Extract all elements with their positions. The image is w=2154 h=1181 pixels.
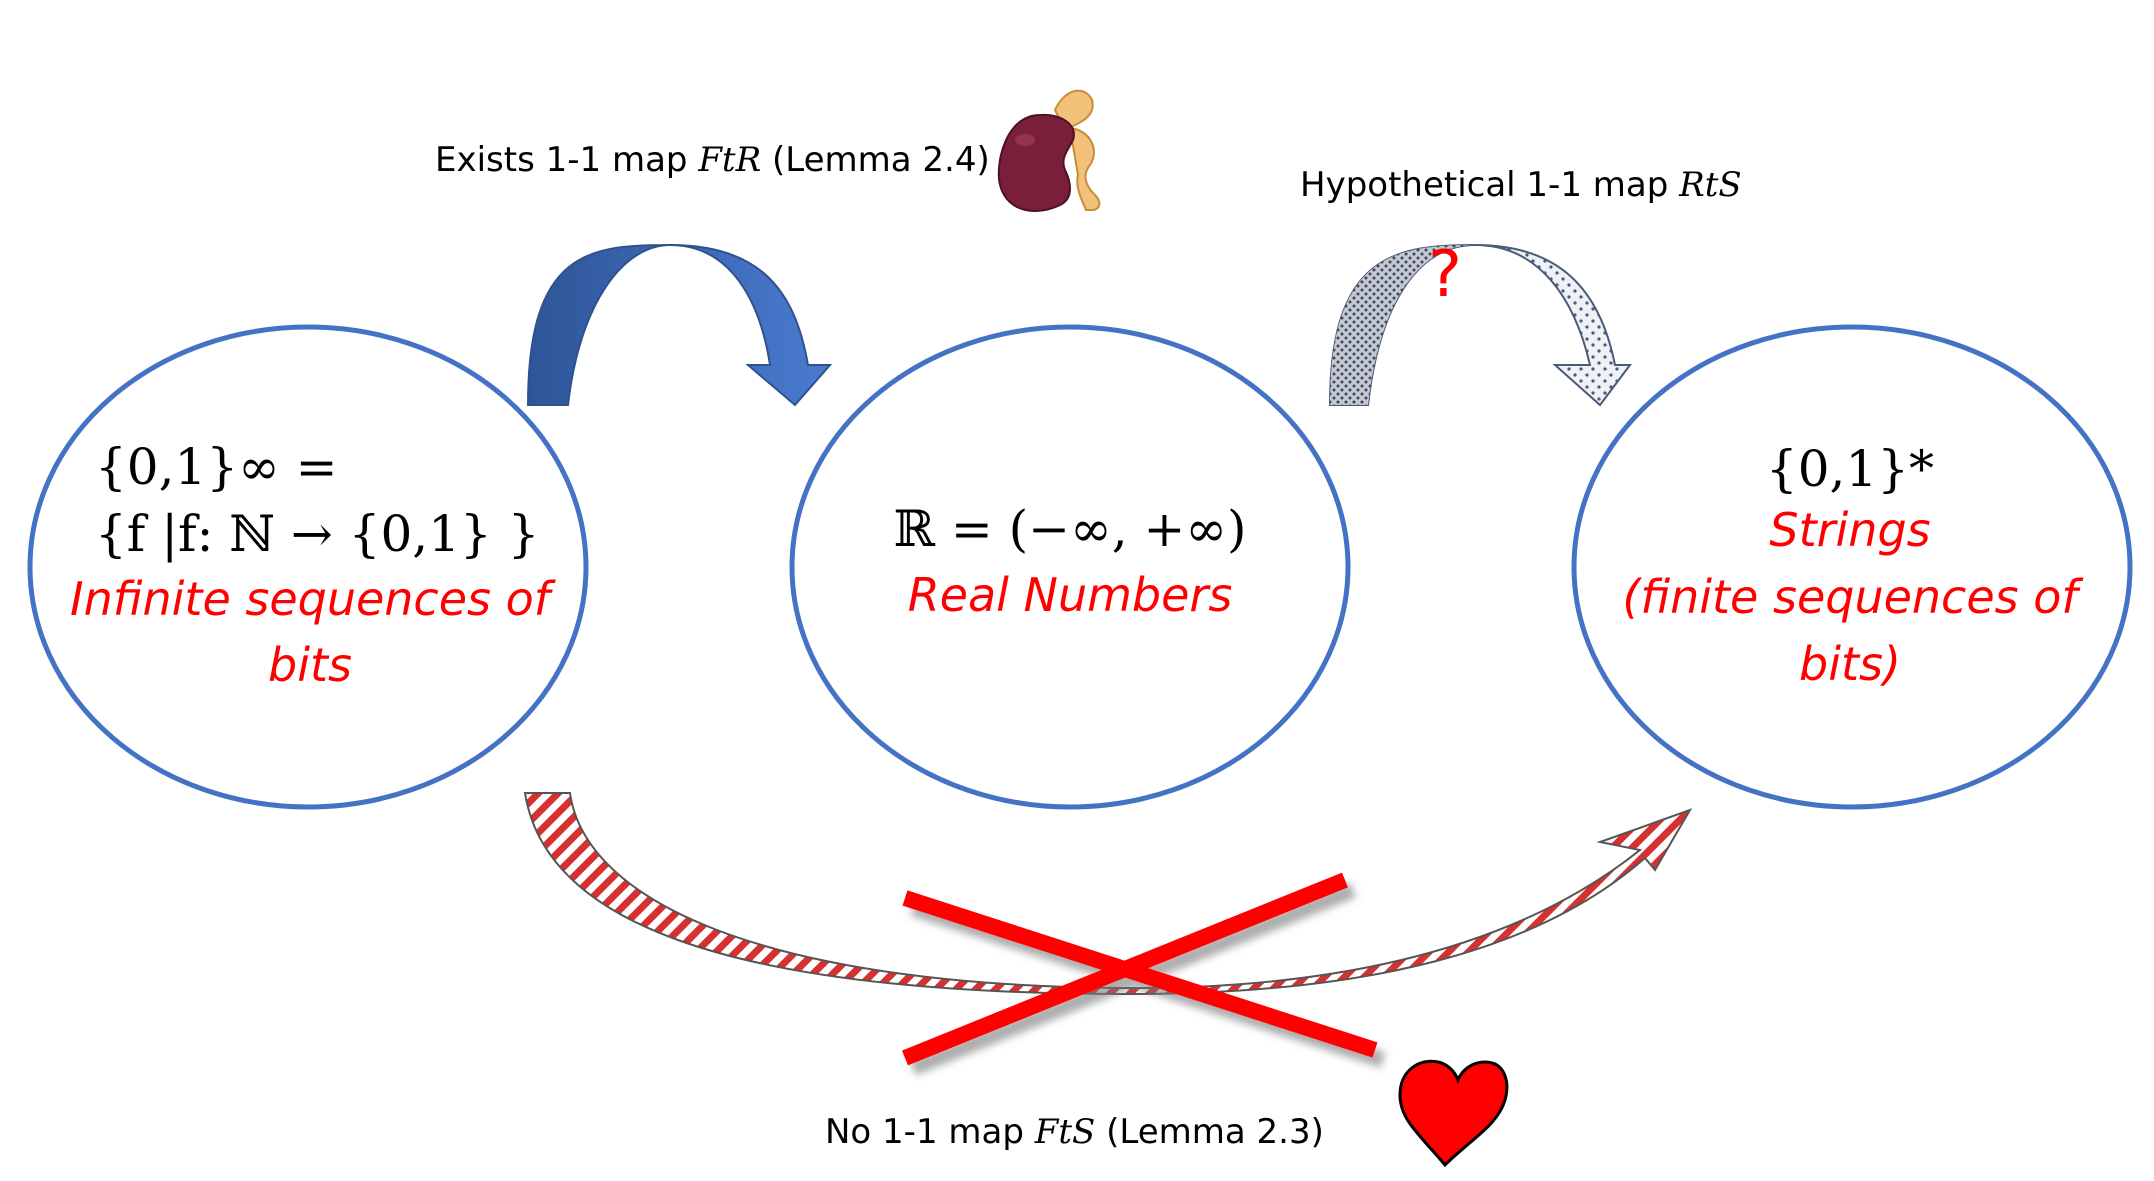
arrow-ftr: [526, 243, 833, 407]
arrow-rts-shaded: [1330, 245, 1475, 405]
caption-top-left-suffix: (Lemma 2.4): [761, 140, 990, 180]
heart-icon: [1398, 1059, 1509, 1168]
caption-top-left: Exists 1-1 map FtR (Lemma 2.4): [435, 140, 990, 180]
infinite-set-math-line2: {f |f: ℕ → {0,1} }: [95, 505, 540, 563]
caption-bottom-suffix: (Lemma 2.3): [1095, 1112, 1324, 1152]
strings-label-line1: Strings: [1769, 503, 1931, 557]
caption-bottom-prefix: No 1-1 map: [825, 1112, 1035, 1152]
reals-math: ℝ = (−∞, +∞): [893, 500, 1247, 558]
kidney-icon: [997, 89, 1101, 212]
caption-bottom-map: FtS: [1034, 1112, 1096, 1152]
ellipse-real-numbers: [789, 324, 1351, 810]
ellipse-strings: [1571, 324, 2133, 810]
caption-top-right-prefix: Hypothetical 1-1 map: [1300, 165, 1680, 205]
caption-top-right-map: RtS: [1679, 165, 1742, 205]
caption-top-right: Hypothetical 1-1 map RtS: [1300, 165, 1742, 205]
reals-label: Real Numbers: [907, 568, 1233, 622]
caption-top-left-prefix: Exists 1-1 map: [435, 140, 699, 180]
strings-math: {0,1}*: [1765, 440, 1935, 498]
caption-bottom: No 1-1 map FtS (Lemma 2.3): [825, 1112, 1324, 1152]
cross-out-icon: [901, 872, 1378, 1066]
strings-label-line3: bits): [1799, 637, 1901, 691]
question-mark: ?: [1428, 238, 1462, 312]
infinite-set-label-line2: bits: [268, 638, 352, 692]
infinite-set-math-line1: {0,1}∞ =: [95, 438, 338, 496]
infinite-set-label-line1: Infinite sequences of: [70, 572, 550, 626]
strings-label-line2: (finite sequences of: [1622, 570, 2078, 624]
ellipse-infinite-sequences: [27, 324, 589, 810]
arrow-fts: [523, 792, 1693, 996]
caption-top-left-map: FtR: [698, 140, 762, 180]
